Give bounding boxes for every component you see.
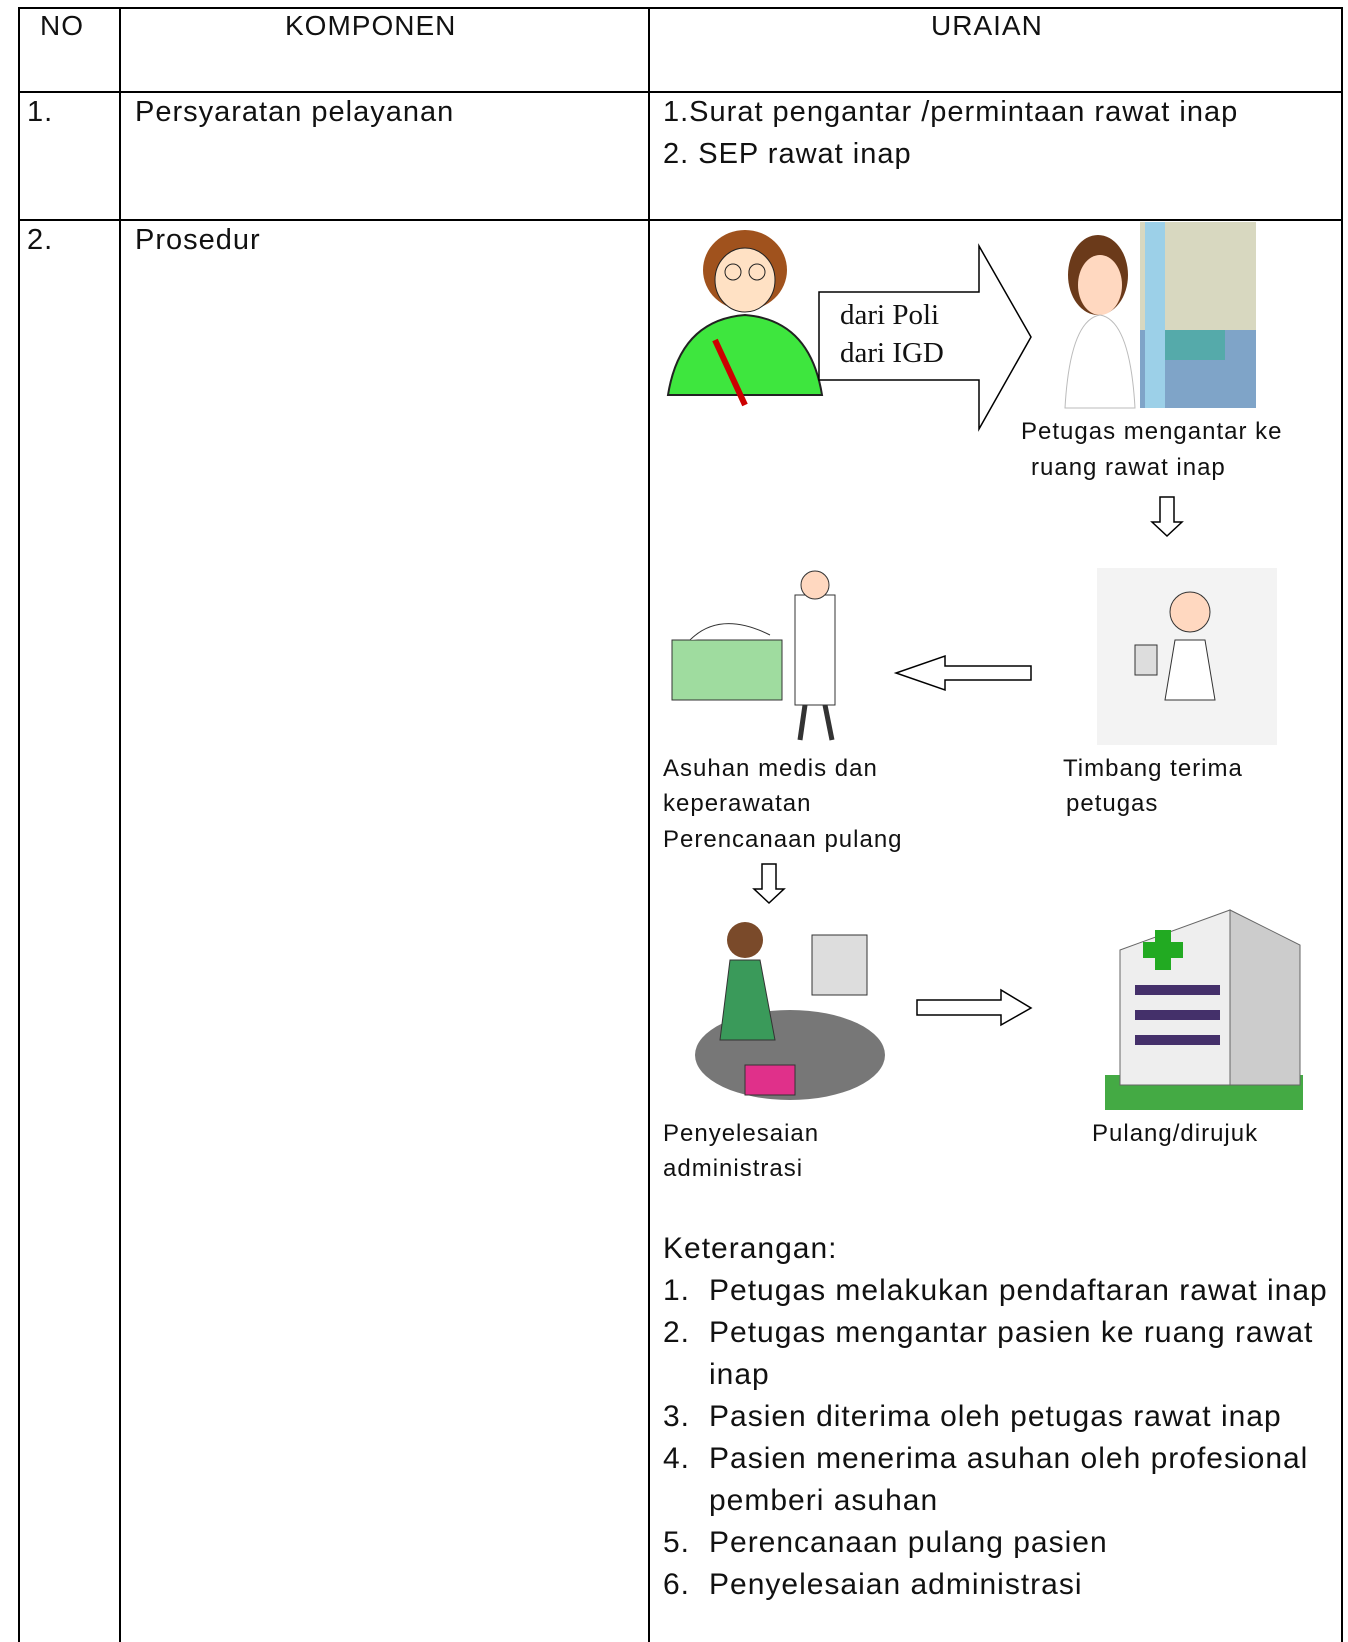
keterangan-item: 5. Perencanaan pulang pasien (663, 1522, 1338, 1564)
header-no: NO (40, 10, 84, 41)
step-label: ruang rawat inap (1031, 454, 1226, 481)
step-label: Pulang/dirujuk (1092, 1120, 1259, 1147)
arrow-text: dari IGD (840, 337, 944, 369)
keterangan-item: 6. Penyelesaian administrasi (663, 1564, 1338, 1606)
illustration-registration (666, 230, 824, 407)
keterangan-item: 2. Petugas mengantar pasien ke ruang rawa… (663, 1312, 1338, 1396)
row-no: 2. (27, 224, 54, 256)
step-label: Asuhan medis dan (663, 755, 878, 782)
keterangan-title: Keterangan: (663, 1232, 838, 1265)
illustration-nurse-room (1064, 222, 1256, 409)
step-label: Penyelesaian (663, 1120, 820, 1147)
down-arrow (1150, 496, 1184, 538)
uraian-line: 1.Surat pengantar /permintaan rawat inap (663, 96, 1239, 128)
header-komponen: KOMPONEN (285, 10, 457, 41)
header-uraian: URAIAN (931, 10, 1043, 41)
item-number: 4. (663, 1442, 691, 1475)
item-text: Pasien menerima asuhan oleh profesional … (709, 1442, 1309, 1517)
keterangan: Keterangan: 1. Petugas melakukan pendafta… (663, 1228, 1338, 1606)
right-arrow (916, 988, 1033, 1027)
uraian-line: 2. SEP rawat inap (663, 138, 912, 170)
step-label: Perencanaan pulang (663, 826, 903, 853)
item-number: 3. (663, 1400, 691, 1433)
step-label: keperawatan (663, 790, 812, 817)
row-komponen: Persyaratan pelayanan (135, 96, 455, 128)
keterangan-item: 1. Petugas melakukan pendaftaran rawat in… (663, 1270, 1338, 1312)
illustration-care (671, 570, 836, 741)
step-label: Timbang terima (1063, 755, 1243, 782)
item-text: Petugas mengantar pasien ke ruang rawat … (709, 1316, 1314, 1391)
item-text: Penyelesaian administrasi (709, 1568, 1083, 1601)
item-text: Pasien diterima oleh petugas rawat inap (709, 1400, 1282, 1433)
keterangan-item: 3. Pasien diterima oleh petugas rawat ina… (663, 1396, 1338, 1438)
item-number: 2. (663, 1316, 691, 1349)
row-no: 1. (27, 96, 54, 128)
item-text: Perencanaan pulang pasien (709, 1526, 1108, 1559)
illustration-admin (695, 922, 885, 1100)
illustration-handover (1097, 568, 1277, 745)
step-label: petugas (1066, 790, 1159, 817)
down-arrow (752, 863, 786, 905)
illustration-hospital (1105, 909, 1303, 1110)
arrow-text: dari Poli (840, 299, 940, 331)
item-number: 5. (663, 1526, 691, 1559)
item-number: 6. (663, 1568, 691, 1601)
step-label: administrasi (663, 1155, 804, 1182)
left-arrow (893, 654, 1032, 692)
item-text: Petugas melakukan pendaftaran rawat inap (709, 1274, 1328, 1307)
item-number: 1. (663, 1274, 691, 1307)
big-arrow (818, 243, 1032, 432)
row-komponen: Prosedur (135, 224, 261, 256)
step-label: Petugas mengantar ke (1021, 418, 1283, 445)
keterangan-item: 4. Pasien menerima asuhan oleh profesiona… (663, 1438, 1338, 1522)
